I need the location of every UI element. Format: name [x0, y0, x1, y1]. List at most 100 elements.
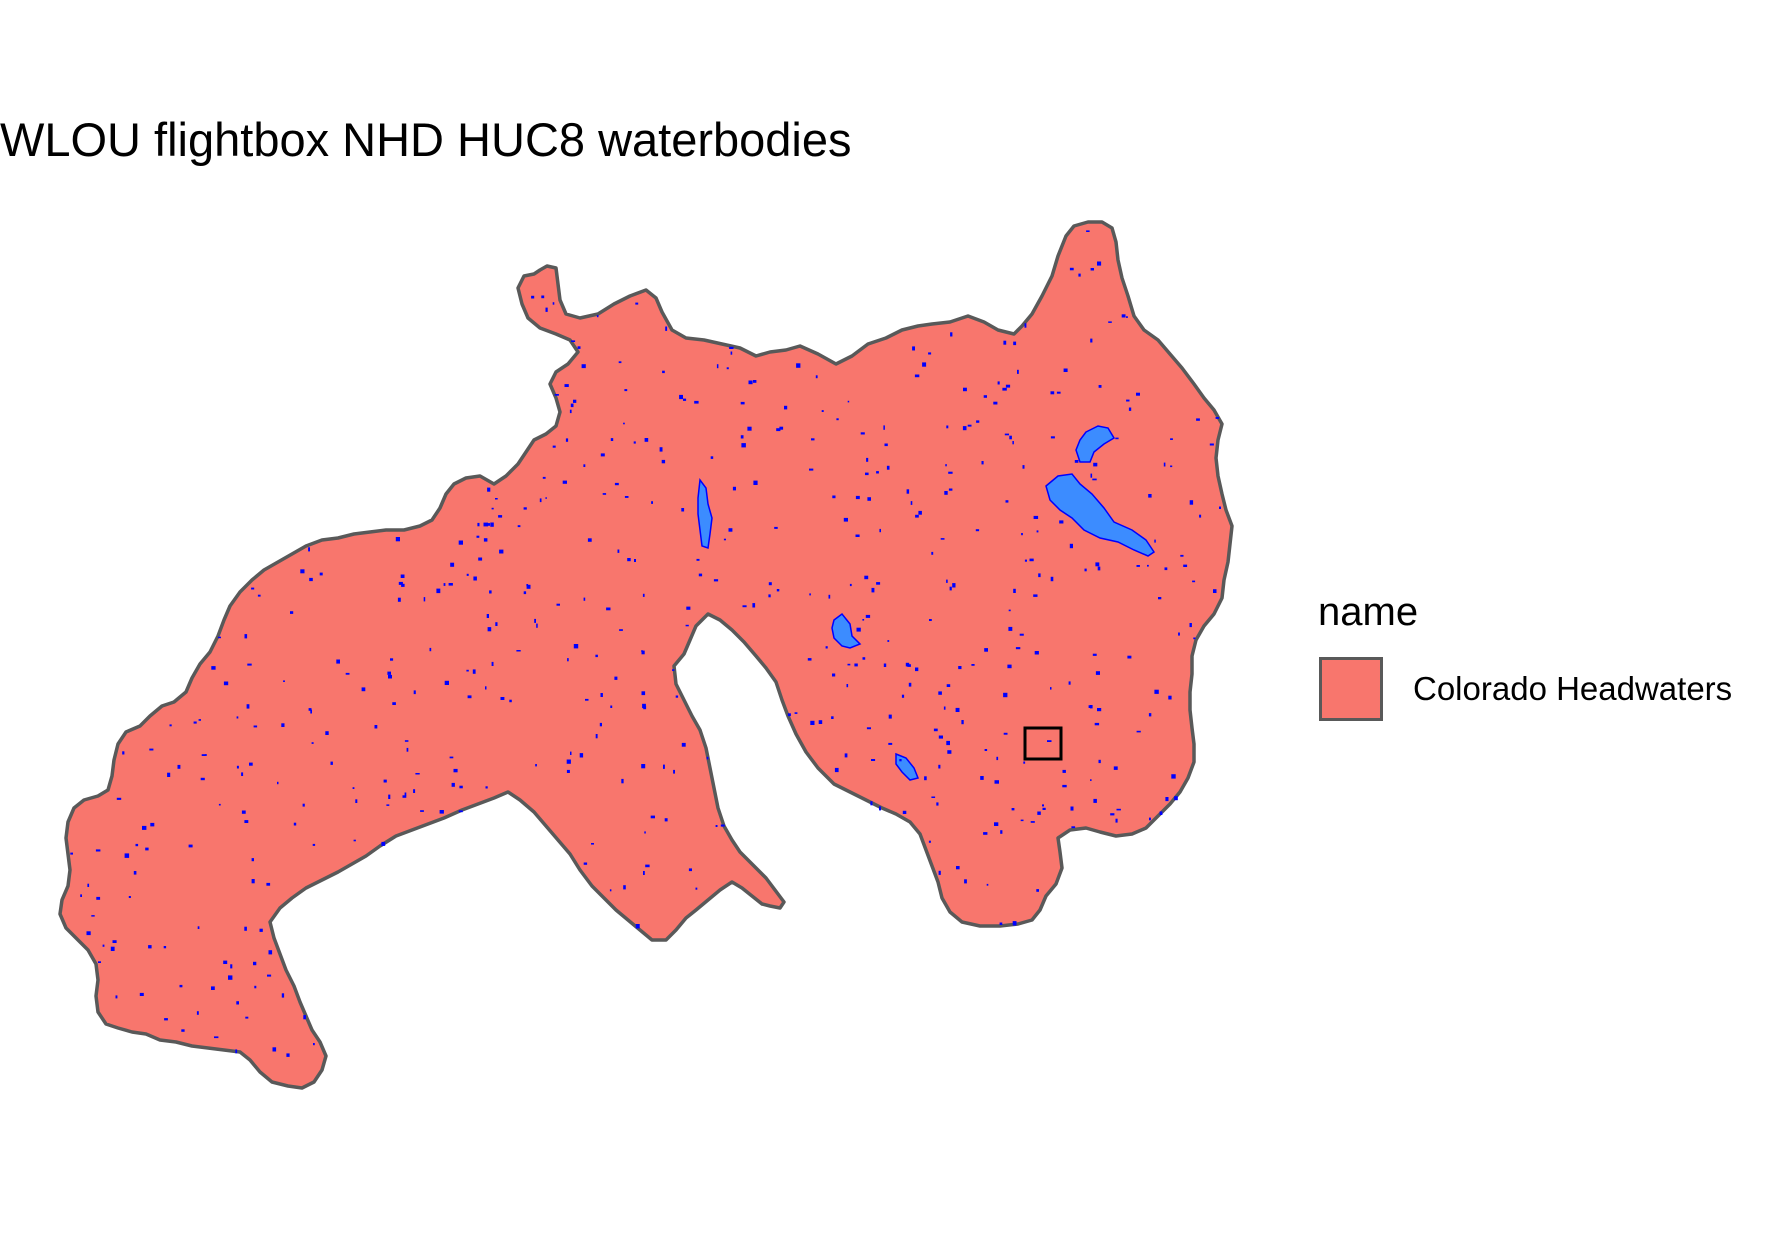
waterbody-pond [1168, 695, 1172, 700]
waterbody-pond [595, 734, 598, 739]
waterbody-pond [423, 597, 426, 602]
waterbody-pond [361, 687, 366, 692]
waterbody-pond [1170, 438, 1173, 440]
waterbody-pond [1097, 566, 1101, 571]
waterbody-pond [871, 759, 876, 761]
waterbody-pond [713, 579, 719, 582]
waterbody-pond [710, 456, 714, 459]
waterbody-pond [1033, 594, 1038, 597]
waterbody-pond [116, 797, 122, 800]
waterbody-pond [451, 782, 455, 787]
waterbody-pond [899, 759, 902, 762]
waterbody-pond [495, 622, 498, 626]
waterbody-pond [581, 364, 586, 369]
waterbody-pond [467, 695, 472, 699]
waterbody-pond [679, 394, 683, 400]
legend-key-swatch [1319, 657, 1383, 721]
waterbody-pond [876, 471, 879, 474]
waterbody-pond [420, 810, 424, 812]
waterbody-pond [179, 984, 183, 988]
waterbody-pond [523, 507, 527, 510]
waterbody-pond [1084, 568, 1087, 572]
waterbody-lake [1075, 425, 1116, 463]
waterbody-pond [268, 950, 273, 955]
waterbody-pond [809, 468, 814, 471]
waterbody-pond [531, 295, 535, 299]
waterbody-pond [459, 785, 463, 789]
waterbody-pond [1213, 589, 1217, 593]
waterbody-pond [815, 375, 818, 379]
waterbody-pond [458, 540, 463, 545]
waterbody-pond [91, 915, 95, 917]
waterbody-pond [1180, 554, 1184, 557]
waterbody-pond [1092, 653, 1097, 656]
waterbody-pond [562, 480, 567, 484]
waterbody-pond [1164, 567, 1168, 571]
waterbody-pond [539, 498, 542, 503]
waterbody-pond [570, 751, 572, 755]
waterbody-pond [774, 526, 778, 529]
waterbody-pond [952, 583, 956, 588]
waterbody-pond [534, 618, 536, 623]
waterbody-pond [466, 573, 469, 576]
waterbody-pond [821, 410, 824, 412]
waterbody-pond [554, 394, 559, 396]
waterbody-pond [486, 614, 489, 618]
waterbody-pond [624, 496, 629, 498]
waterbody-pond [95, 849, 101, 852]
waterbody-pond [80, 894, 82, 897]
waterbody-pond [566, 759, 571, 764]
waterbody-pond [748, 380, 753, 385]
waterbody-pond [247, 663, 252, 666]
waterbody-pond [1090, 338, 1093, 343]
waterbody-pond [807, 658, 812, 661]
waterbody-pond [535, 764, 537, 767]
waterbody-pond [211, 666, 216, 670]
waterbody-pond [1008, 609, 1011, 612]
waterbody-pond [1147, 564, 1149, 567]
flightbox [1023, 726, 1063, 761]
waterbody-pond [401, 583, 405, 587]
waterbody-pond [1174, 796, 1178, 801]
waterbody-pond [946, 425, 949, 429]
waterbody-pond [1012, 441, 1014, 445]
waterbody-pond [523, 591, 527, 595]
waterbody-pond [1047, 740, 1052, 742]
waterbody-pond [779, 426, 784, 430]
waterbody-pond [577, 346, 581, 349]
waterbody-pond [1128, 407, 1132, 411]
waterbody-pond [567, 658, 569, 662]
waterbody-pond [87, 883, 90, 887]
waterbody-pond [228, 975, 233, 980]
waterbody-pond [308, 547, 310, 552]
waterbody-pond [96, 896, 101, 900]
waterbody-pond [847, 400, 850, 403]
waterbody-pond [1154, 539, 1156, 543]
waterbody-pond [906, 489, 910, 494]
waterbody-pond [1158, 597, 1162, 600]
waterbody-pond [1115, 818, 1118, 823]
waterbody-pond [946, 740, 950, 746]
waterbody-pond [1090, 779, 1092, 781]
waterbody-pond [945, 464, 947, 467]
waterbody-pond [398, 581, 403, 585]
waterbody-pond [487, 627, 492, 632]
waterbody-pond [1110, 813, 1115, 816]
waterbody-pond [1021, 533, 1023, 536]
waterbody-pond [983, 395, 987, 398]
waterbody-pond [922, 362, 927, 367]
waterbody-pond [661, 459, 666, 464]
waterbody-pond [253, 725, 258, 728]
waterbody-pond [388, 794, 391, 799]
waterbody-pond [311, 742, 314, 744]
waterbody-pond [811, 438, 815, 441]
waterbody-pond [635, 302, 639, 305]
waterbody-pond [163, 946, 167, 949]
waterbody-pond [768, 594, 771, 598]
waterbody-pond [436, 588, 441, 594]
waterbody-pond [635, 924, 640, 929]
waterbody-pond [928, 352, 932, 355]
waterbody-pond [867, 497, 871, 501]
waterbody-pond [251, 587, 255, 590]
waterbody-pond [489, 590, 492, 594]
